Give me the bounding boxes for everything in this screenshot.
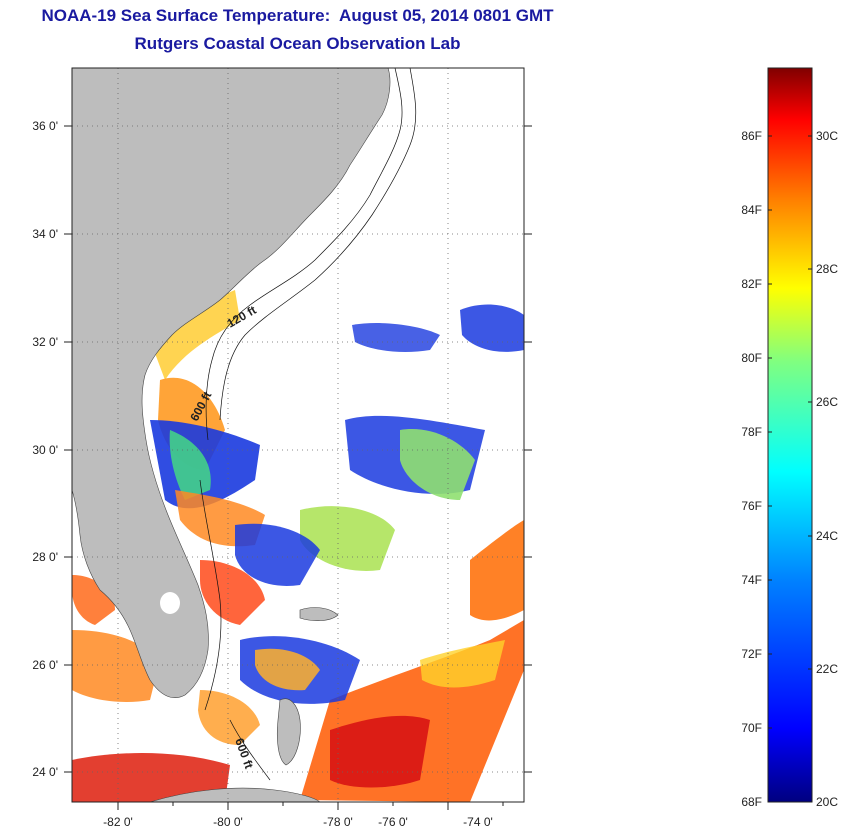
lake-okeechobee <box>160 592 180 614</box>
y-tick-label: 32 0' <box>32 335 58 349</box>
colorbar <box>767 67 813 803</box>
map-frame <box>71 67 525 803</box>
y-tick-label: 28 0' <box>32 550 58 564</box>
colorbar-f-label: 70F <box>741 721 762 735</box>
x-tick-label: -80 0' <box>213 815 243 829</box>
colorbar-c-label: 26C <box>816 395 838 409</box>
y-tick-label: 24 0' <box>32 765 58 779</box>
sst-patches <box>72 290 524 802</box>
x-tick-label: -76 0' <box>378 815 408 829</box>
colorbar-f-label: 80F <box>741 351 762 365</box>
colorbar-f-label: 82F <box>741 277 762 291</box>
y-tick-label: 34 0' <box>32 227 58 241</box>
colorbar-f-ticks <box>768 135 772 729</box>
x-tick-label: -82 0' <box>103 815 133 829</box>
colorbar-f-label: 68F <box>741 795 762 809</box>
colorbar-c-ticks <box>808 135 812 670</box>
us-southeast-coast-land <box>72 68 391 699</box>
colorbar-c-label: 24C <box>816 529 838 543</box>
x-tick-label: -78 0' <box>323 815 353 829</box>
y-tick-label: 36 0' <box>32 119 58 133</box>
map-tick-marks <box>64 125 532 810</box>
colorbar-c-label: 30C <box>816 129 838 143</box>
map-subtitle: Rutgers Coastal Ocean Observation Lab <box>134 34 461 53</box>
colorbar-f-label: 76F <box>741 499 762 513</box>
colorbar-c-label: 22C <box>816 662 838 676</box>
bathymetry-contours <box>199 68 417 781</box>
colorbar-f-label: 78F <box>741 425 762 439</box>
y-tick-label: 30 0' <box>32 443 58 457</box>
x-tick-label: -74 0' <box>463 815 493 829</box>
colorbar-f-label: 72F <box>741 647 762 661</box>
colorbar-c-label: 20C <box>816 795 838 809</box>
bahamas-island <box>276 698 301 766</box>
colorbar-f-label: 84F <box>741 203 762 217</box>
colorbar-f-label: 74F <box>741 573 762 587</box>
map-gridlines <box>72 68 524 802</box>
colorbar-f-label: 86F <box>741 129 762 143</box>
cuba-land <box>149 787 321 802</box>
grand-bahama-island <box>299 607 339 621</box>
colorbar-c-label: 28C <box>816 262 838 276</box>
y-tick-label: 26 0' <box>32 658 58 672</box>
map-title: NOAA-19 Sea Surface Temperature: August … <box>41 6 554 25</box>
